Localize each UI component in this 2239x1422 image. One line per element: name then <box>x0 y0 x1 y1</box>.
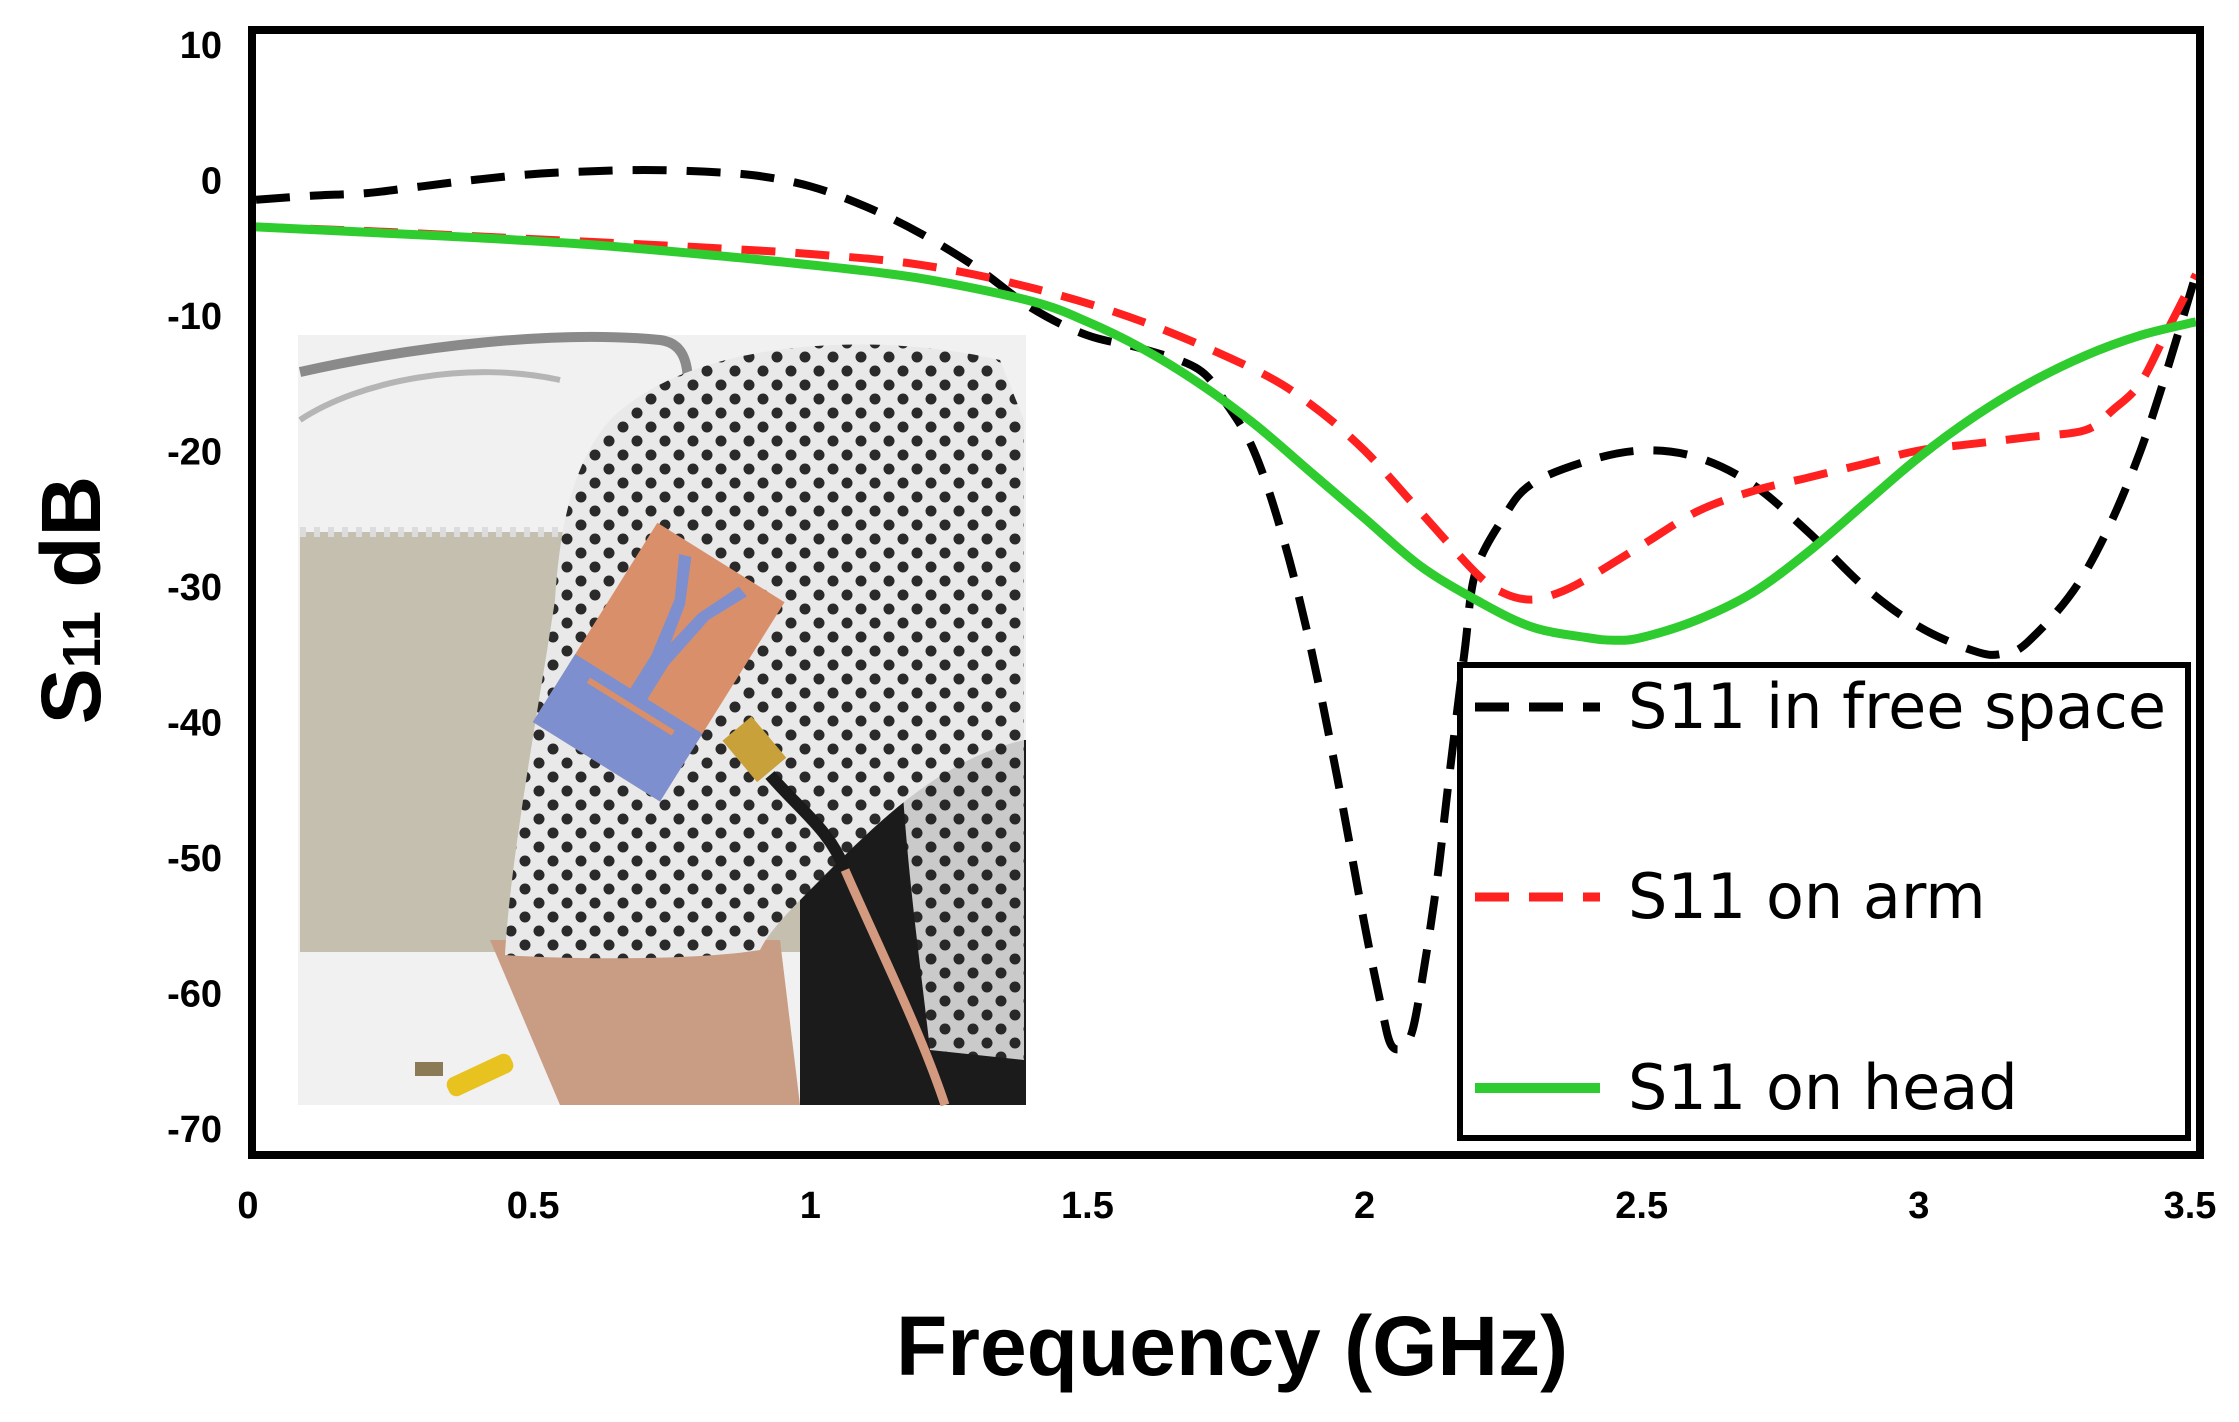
y-tick-label: -50 <box>167 838 222 880</box>
x-tick-label: 1.5 <box>1061 1185 1114 1227</box>
x-tick-label: 1 <box>800 1185 821 1227</box>
y-tick-label: -20 <box>167 432 222 474</box>
x-tick-labels: 0 0.5 1 1.5 2 2.5 3 3.5 <box>237 1185 2216 1227</box>
plot-frame <box>248 26 2204 1159</box>
x-tick-label: 2.5 <box>1615 1185 1668 1227</box>
legend-label-head: S11 on head <box>1628 1051 2018 1124</box>
inset-photo <box>298 331 1026 1107</box>
x-tick-label: 0.5 <box>507 1185 560 1227</box>
x-axis-title: Frequency (GHz) <box>896 1299 1568 1393</box>
y-tick-label: -30 <box>167 567 222 609</box>
x-tick-label: 0 <box>237 1185 258 1227</box>
x-tick-label: 3 <box>1908 1185 1929 1227</box>
inset-sleeve-right <box>900 720 1024 1060</box>
y-tick-label: 0 <box>201 161 222 203</box>
inset-antenna-patch <box>532 522 785 802</box>
inset-coax-cable <box>765 771 851 873</box>
legend: S11 in free space S11 on arm S11 on head <box>1457 662 2191 1141</box>
y-tick-labels: 10 0 -10 -20 -30 -40 -50 -60 -70 <box>167 25 222 1151</box>
legend-box <box>1457 662 2191 1141</box>
inset-arm-skin <box>490 940 800 1105</box>
y-axis-title-subscript: 11 <box>52 611 112 668</box>
inset-yellow-clip <box>446 1053 514 1097</box>
x-tick-label: 2 <box>1354 1185 1375 1227</box>
legend-label-free-space: S11 in free space <box>1628 670 2166 743</box>
inset-coax-cable-copper <box>840 868 950 1107</box>
legend-label-arm: S11 on arm <box>1628 860 1986 933</box>
series-line-free-space <box>255 166 2200 1054</box>
inset-cable-gray-2 <box>298 369 561 423</box>
y-tick-label: -70 <box>167 1109 222 1151</box>
y-tick-label: 10 <box>180 25 222 67</box>
series-line-head <box>255 222 2198 645</box>
x-tick-label: 3.5 <box>2164 1185 2217 1227</box>
y-tick-label: -10 <box>167 296 222 338</box>
y-tick-label: -60 <box>167 974 222 1016</box>
y-axis-title: S11 dB <box>24 476 118 724</box>
y-tick-label: -40 <box>167 703 222 745</box>
series-layer <box>255 166 2200 1054</box>
inset-sma-connector <box>722 716 787 783</box>
inset-sleeve <box>505 344 1024 959</box>
inset-clip-metal <box>415 1062 443 1076</box>
